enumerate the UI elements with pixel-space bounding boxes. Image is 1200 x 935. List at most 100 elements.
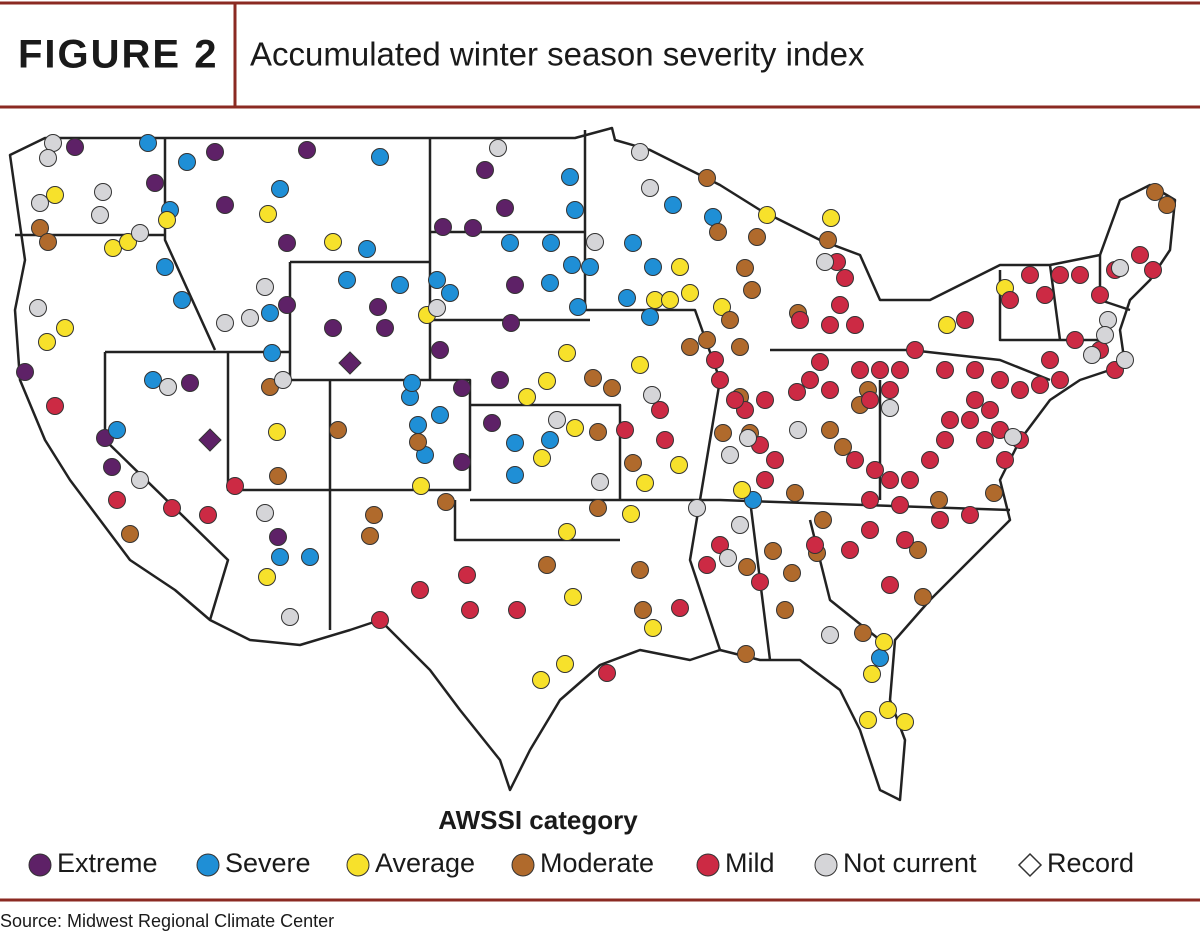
station-dot bbox=[437, 493, 455, 511]
station-dot bbox=[966, 361, 984, 379]
station-dot bbox=[258, 568, 276, 586]
station-dot bbox=[713, 298, 731, 316]
station-dot bbox=[631, 356, 649, 374]
station-dot bbox=[269, 467, 287, 485]
station-dot bbox=[506, 466, 524, 484]
station-dot bbox=[681, 284, 699, 302]
legend-label: Extreme bbox=[57, 848, 158, 878]
legend-swatch bbox=[346, 853, 370, 877]
station-dot bbox=[806, 536, 824, 554]
station-dot bbox=[216, 196, 234, 214]
station-dot bbox=[301, 548, 319, 566]
station-dot bbox=[589, 499, 607, 517]
station-dot bbox=[1116, 351, 1134, 369]
legend-swatch bbox=[28, 853, 52, 877]
station-dot bbox=[199, 506, 217, 524]
station-dot bbox=[891, 361, 909, 379]
legend-swatch bbox=[511, 853, 535, 877]
station-dot bbox=[731, 516, 749, 534]
record-station bbox=[338, 351, 362, 375]
station-dot bbox=[936, 431, 954, 449]
station-dot bbox=[156, 258, 174, 276]
station-dot bbox=[458, 566, 476, 584]
station-dot bbox=[981, 401, 999, 419]
station-dot bbox=[1071, 266, 1089, 284]
station-dot bbox=[671, 599, 689, 617]
station-dot bbox=[259, 205, 277, 223]
station-dot bbox=[831, 296, 849, 314]
station-dot bbox=[709, 223, 727, 241]
station-dot bbox=[541, 431, 559, 449]
station-dot bbox=[431, 406, 449, 424]
station-dot bbox=[681, 338, 699, 356]
station-dot bbox=[698, 331, 716, 349]
station-dot bbox=[861, 491, 879, 509]
legend-label: Average bbox=[375, 848, 475, 878]
station-dot bbox=[586, 233, 604, 251]
station-dot bbox=[985, 484, 1003, 502]
station-dot bbox=[846, 316, 864, 334]
station-dot bbox=[881, 576, 899, 594]
station-dot bbox=[1021, 266, 1039, 284]
station-dot bbox=[644, 619, 662, 637]
station-dot bbox=[329, 421, 347, 439]
station-dot bbox=[489, 139, 507, 157]
station-dot bbox=[411, 581, 429, 599]
station-dot bbox=[688, 499, 706, 517]
station-dot bbox=[788, 383, 806, 401]
station-dot bbox=[622, 505, 640, 523]
station-dot bbox=[538, 556, 556, 574]
station-dot bbox=[496, 199, 514, 217]
station-dot bbox=[822, 209, 840, 227]
station-dot bbox=[483, 414, 501, 432]
station-dot bbox=[1144, 261, 1162, 279]
source-note: Source: Midwest Regional Climate Center bbox=[0, 911, 334, 931]
legend-title: AWSSI category bbox=[438, 805, 638, 835]
station-dot bbox=[268, 423, 286, 441]
station-dot bbox=[121, 525, 139, 543]
station-dot bbox=[431, 341, 449, 359]
station-dot bbox=[871, 361, 889, 379]
station-dot bbox=[66, 138, 84, 156]
station-dot bbox=[1146, 183, 1164, 201]
station-dot bbox=[861, 521, 879, 539]
station-dot bbox=[721, 311, 739, 329]
station-dot bbox=[119, 233, 137, 251]
station-dot bbox=[1011, 381, 1029, 399]
station-dot bbox=[896, 531, 914, 549]
station-dot bbox=[866, 461, 884, 479]
station-dot bbox=[324, 233, 342, 251]
station-dot bbox=[434, 218, 452, 236]
station-dot bbox=[103, 458, 121, 476]
station-dot bbox=[558, 344, 576, 362]
station-dot bbox=[589, 423, 607, 441]
record-station bbox=[198, 428, 222, 452]
station-dot bbox=[881, 399, 899, 417]
station-dot bbox=[871, 649, 889, 667]
station-dot bbox=[412, 477, 430, 495]
station-dot bbox=[181, 374, 199, 392]
station-dot bbox=[938, 316, 956, 334]
station-dot bbox=[976, 431, 994, 449]
station-dot bbox=[861, 391, 879, 409]
station-dot bbox=[1083, 346, 1101, 364]
station-dot bbox=[956, 311, 974, 329]
station-dot bbox=[851, 361, 869, 379]
station-dot bbox=[1158, 196, 1176, 214]
station-dot bbox=[931, 511, 949, 529]
station-dot bbox=[731, 338, 749, 356]
station-dot bbox=[403, 374, 421, 392]
country-outline bbox=[8, 126, 1177, 802]
station-dot bbox=[566, 201, 584, 219]
station-dot bbox=[31, 194, 49, 212]
station-dot bbox=[836, 269, 854, 287]
station-dot bbox=[139, 134, 157, 152]
station-dot bbox=[31, 219, 49, 237]
legend-label: Record bbox=[1047, 848, 1134, 878]
station-dot bbox=[158, 211, 176, 229]
station-dot bbox=[618, 289, 636, 307]
station-dot bbox=[39, 233, 57, 251]
station-dot bbox=[624, 454, 642, 472]
legend: Extreme Severe Average Moderate Mild Not curr… bbox=[28, 848, 1134, 878]
station-dot bbox=[533, 449, 551, 467]
